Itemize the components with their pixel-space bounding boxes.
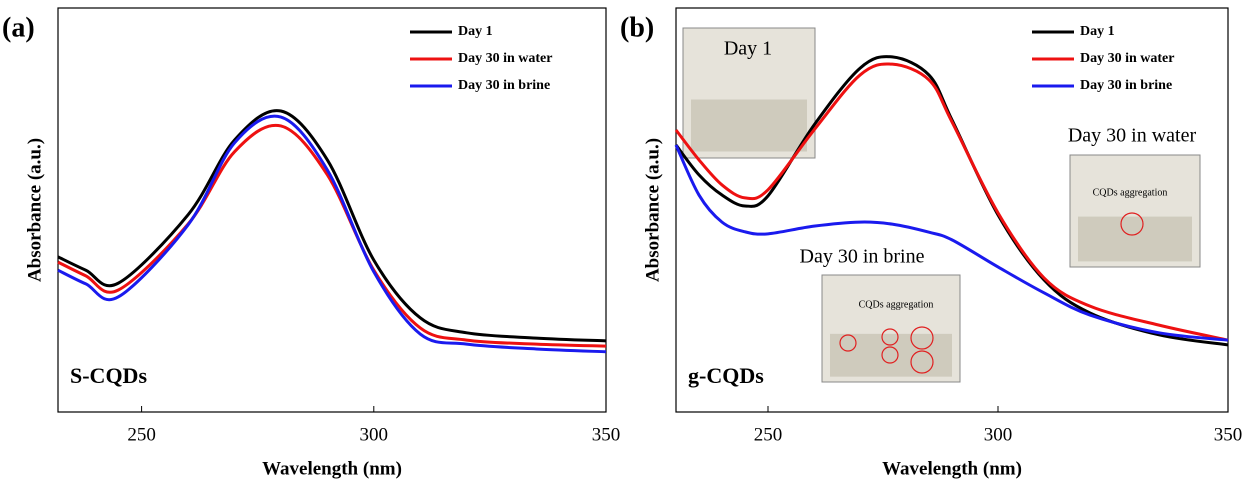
x-tick-label: 350 — [592, 424, 621, 445]
inset-liquid — [830, 333, 952, 377]
aggregation-circle — [910, 350, 934, 374]
annotation: Day 30 in water — [1068, 125, 1197, 147]
data-line — [674, 62, 1229, 342]
data-line — [57, 123, 607, 348]
x-tick-label: 350 — [1214, 424, 1243, 445]
annotation: CQDs aggregation — [859, 299, 934, 310]
data-line — [674, 55, 1229, 347]
plot-frame — [675, 7, 1229, 413]
legend-label: Day 30 in water — [458, 51, 553, 66]
plot-frame — [57, 7, 607, 413]
aggregation-circle — [910, 326, 934, 350]
aggregation-circle — [881, 328, 899, 346]
legend-label: Day 30 in brine — [1080, 78, 1172, 93]
y-axis-title: Absorbance (a.u.) — [642, 138, 663, 282]
legend-label: Day 30 in brine — [458, 78, 550, 93]
x-tick-label: 250 — [754, 424, 783, 445]
panel-label: (b) — [620, 12, 654, 43]
x-axis-title: Wavelength (nm) — [882, 458, 1022, 479]
x-tick-label: 300 — [360, 424, 389, 445]
aggregation-circle — [1120, 212, 1144, 236]
x-tick-label: 300 — [984, 424, 1013, 445]
y-axis-title: Absorbance (a.u.) — [24, 138, 45, 282]
annotation: CQDs aggregation — [1093, 187, 1168, 198]
aggregation-circle — [881, 346, 899, 364]
data-line — [57, 109, 607, 343]
legend-label: Day 1 — [1080, 24, 1115, 39]
aggregation-circle — [839, 334, 857, 352]
sample-label: S-CQDs — [70, 363, 147, 388]
sample-label: g-CQDs — [688, 363, 764, 388]
legend-label: Day 1 — [458, 24, 493, 39]
x-axis-title: Wavelength (nm) — [262, 458, 402, 479]
inset-liquid — [691, 99, 807, 152]
inset-liquid — [1078, 216, 1192, 262]
x-tick-label: 250 — [127, 424, 156, 445]
annotation: Day 1 — [724, 38, 772, 60]
data-line — [57, 114, 607, 354]
legend-label: Day 30 in water — [1080, 51, 1175, 66]
annotation: Day 30 in brine — [800, 246, 925, 268]
data-line — [674, 144, 1229, 342]
panel-label: (a) — [2, 12, 35, 43]
